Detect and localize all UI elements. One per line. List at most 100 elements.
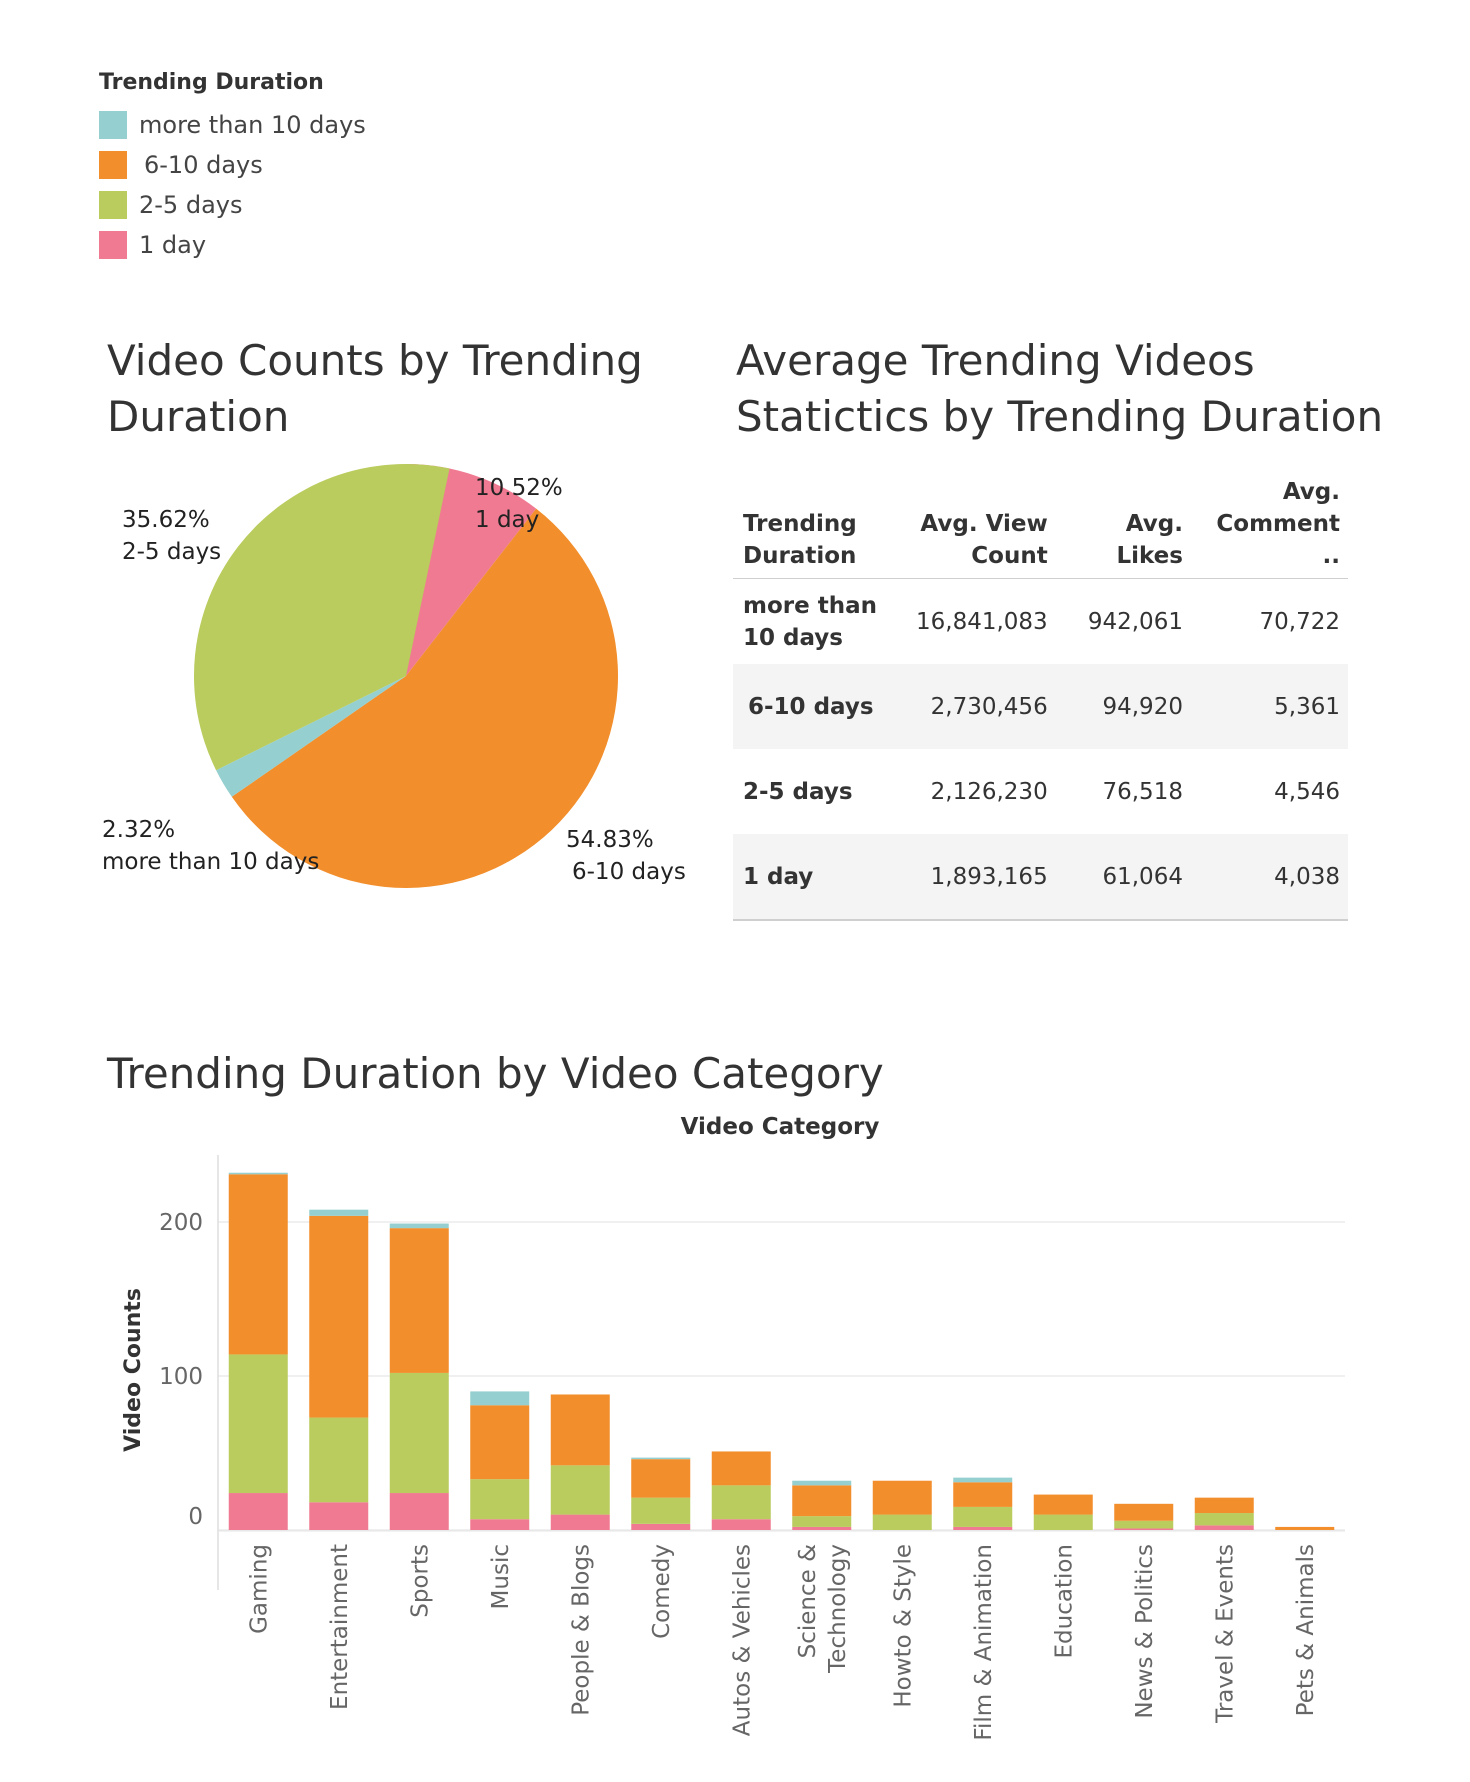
bar-segment-more-than-10-days[interactable] [389,1223,449,1229]
row-label: 2-5 days [743,778,853,805]
cell-avg-comment: 70,722 [1259,608,1340,635]
color-legend: Trending Duration more than 10 days 6-10… [99,70,366,265]
bar-segment-6-10-days[interactable] [1033,1494,1093,1515]
x-tick-label: Science & [795,1544,821,1658]
bar-segment-more-than-10-days[interactable] [228,1172,288,1175]
bar-segment-1-day[interactable] [309,1502,369,1530]
bar-segment-2-5-days[interactable] [309,1417,369,1503]
x-tick-label: Howto & Style [890,1544,916,1708]
header-text: Comment .. [1216,511,1340,569]
bar-segment-more-than-10-days[interactable] [953,1477,1013,1483]
bar-segment-2-5-days[interactable] [711,1485,771,1520]
bar-segment-6-10-days[interactable] [711,1451,771,1486]
bar-chart-title: Trending Duration by Video Category [107,1049,884,1098]
bar-segment-1-day[interactable] [389,1493,449,1530]
legend-label: 1 day [139,231,207,259]
legend-item-1-day[interactable]: 1 day [99,225,366,265]
table-title: Average Trending Videos Statictics by Tr… [736,333,1383,445]
bar-segment-2-5-days[interactable] [631,1497,691,1524]
x-tick-label: Autos & Vehicles [729,1544,755,1736]
bar-segment-6-10-days[interactable] [953,1482,1013,1507]
legend-title: Trending Duration [99,70,324,95]
bar-segment-2-5-days[interactable] [872,1514,932,1530]
table-row[interactable]: 2-5 days 2,126,230 76,518 4,546 [733,749,1348,834]
table-header-row: Trending Duration Avg. View Count Avg. L… [733,470,1348,579]
bar-segment-1-day[interactable] [1194,1525,1254,1530]
bar-segment-6-10-days[interactable] [470,1405,530,1480]
bar-segment-2-5-days[interactable] [1194,1513,1254,1526]
bar-segment-1-day[interactable] [953,1526,1013,1530]
bar-segment-6-10-days[interactable] [792,1485,852,1517]
pie-slice-more-than-10-days[interactable] [216,676,406,797]
header-trending-duration[interactable]: Trending Duration [733,470,906,579]
x-tick-label: Film & Animation [971,1544,997,1741]
table-row[interactable]: 6-10 days 2,730,456 94,920 5,361 [733,664,1348,749]
bar-segment-1-day[interactable] [1114,1528,1174,1530]
bar-segment-6-10-days[interactable] [550,1394,610,1466]
row-label-line: more than [743,592,877,619]
bar-segment-2-5-days[interactable] [1114,1520,1174,1529]
legend-item-more-than-10-days[interactable]: more than 10 days [99,105,366,145]
cell-avg-view-count: 16,841,083 [916,608,1048,635]
bar-segment-more-than-10-days[interactable] [309,1209,369,1216]
y-tick-label: 0 [188,1504,203,1530]
cell-avg-comment: 5,361 [1274,693,1340,720]
header-text: Avg. [1282,479,1340,505]
bar-segment-6-10-days[interactable] [1114,1503,1174,1521]
pie-percent-label: 54.83% [566,827,654,853]
bar-segment-2-5-days[interactable] [550,1465,610,1515]
row-label: more than 10 days [733,579,906,665]
y-axis-title: Video Counts [121,1288,146,1452]
legend-item-6-10-days[interactable]: 6-10 days [99,145,366,185]
bar-segment-1-day[interactable] [228,1493,288,1530]
x-tick-label: Sports [407,1544,433,1618]
bar-segment-1-day[interactable] [550,1514,610,1530]
row-label: 6-10 days [748,693,874,720]
bar-segment-2-5-days[interactable] [470,1479,530,1520]
stacked-bar-chart: Video Category Video Counts 0 100 200 Gaming E… [121,1114,1345,1741]
x-tick-label: Pets & Animals [1293,1544,1319,1716]
bar-segment-6-10-days[interactable] [872,1480,932,1515]
bar-segment-1-day[interactable] [711,1519,771,1530]
table-row[interactable]: more than 10 days 16,841,083 942,061 70,… [733,579,1348,665]
legend-label: 2-5 days [139,191,243,219]
bar-segment-more-than-10-days[interactable] [470,1391,530,1406]
pie-slice-6-10-days[interactable] [231,508,618,888]
legend-swatch [99,191,127,219]
pie-title-line-1: Video Counts by Trending [107,336,643,385]
legend-item-2-5-days[interactable]: 2-5 days [99,185,366,225]
bar-segment-6-10-days[interactable] [389,1228,449,1373]
header-avg-view-count[interactable]: Avg. View Count [906,470,1056,579]
pie-category-label: 2-5 days [122,539,221,565]
bar-segment-6-10-days[interactable] [1194,1497,1254,1514]
bar-segment-1-day[interactable] [792,1526,852,1530]
header-avg-comment[interactable]: Avg. Comment .. [1191,470,1348,579]
legend-swatch [99,231,127,259]
header-text: Trending [743,511,857,537]
pie-slice-2-5-days[interactable] [193,464,450,771]
pie-chart-title: Video Counts by Trending Duration [107,333,643,445]
bar-segment-more-than-10-days[interactable] [631,1457,691,1460]
cell-avg-view-count: 2,730,456 [930,693,1048,720]
bar-segment-2-5-days[interactable] [1033,1514,1093,1530]
bar-segment-6-10-days[interactable] [228,1174,288,1355]
bar-segment-6-10-days[interactable] [1275,1526,1335,1530]
legend-label: more than 10 days [139,111,366,139]
cell-avg-view-count: 1,893,165 [930,863,1048,890]
bar-segment-1-day[interactable] [631,1523,691,1530]
cell-avg-likes: 61,064 [1102,863,1183,890]
bar-segment-1-day[interactable] [470,1519,530,1530]
bar-segment-2-5-days[interactable] [228,1354,288,1494]
bar-segment-6-10-days[interactable] [309,1215,369,1418]
table-row[interactable]: 1 day 1,893,165 61,064 4,038 [733,834,1348,920]
x-tick-label: People & Blogs [568,1544,594,1716]
x-tick-label: Music [488,1544,514,1609]
y-tick-label: 200 [159,1210,203,1236]
pie-category-label: 6-10 days [572,859,686,885]
header-avg-likes[interactable]: Avg. Likes [1056,470,1191,579]
bar-segment-2-5-days[interactable] [953,1506,1013,1527]
bar-segment-2-5-days[interactable] [389,1372,449,1494]
bar-segment-6-10-days[interactable] [631,1459,691,1498]
bar-segment-2-5-days[interactable] [792,1516,852,1527]
bar-segment-more-than-10-days[interactable] [792,1480,852,1486]
